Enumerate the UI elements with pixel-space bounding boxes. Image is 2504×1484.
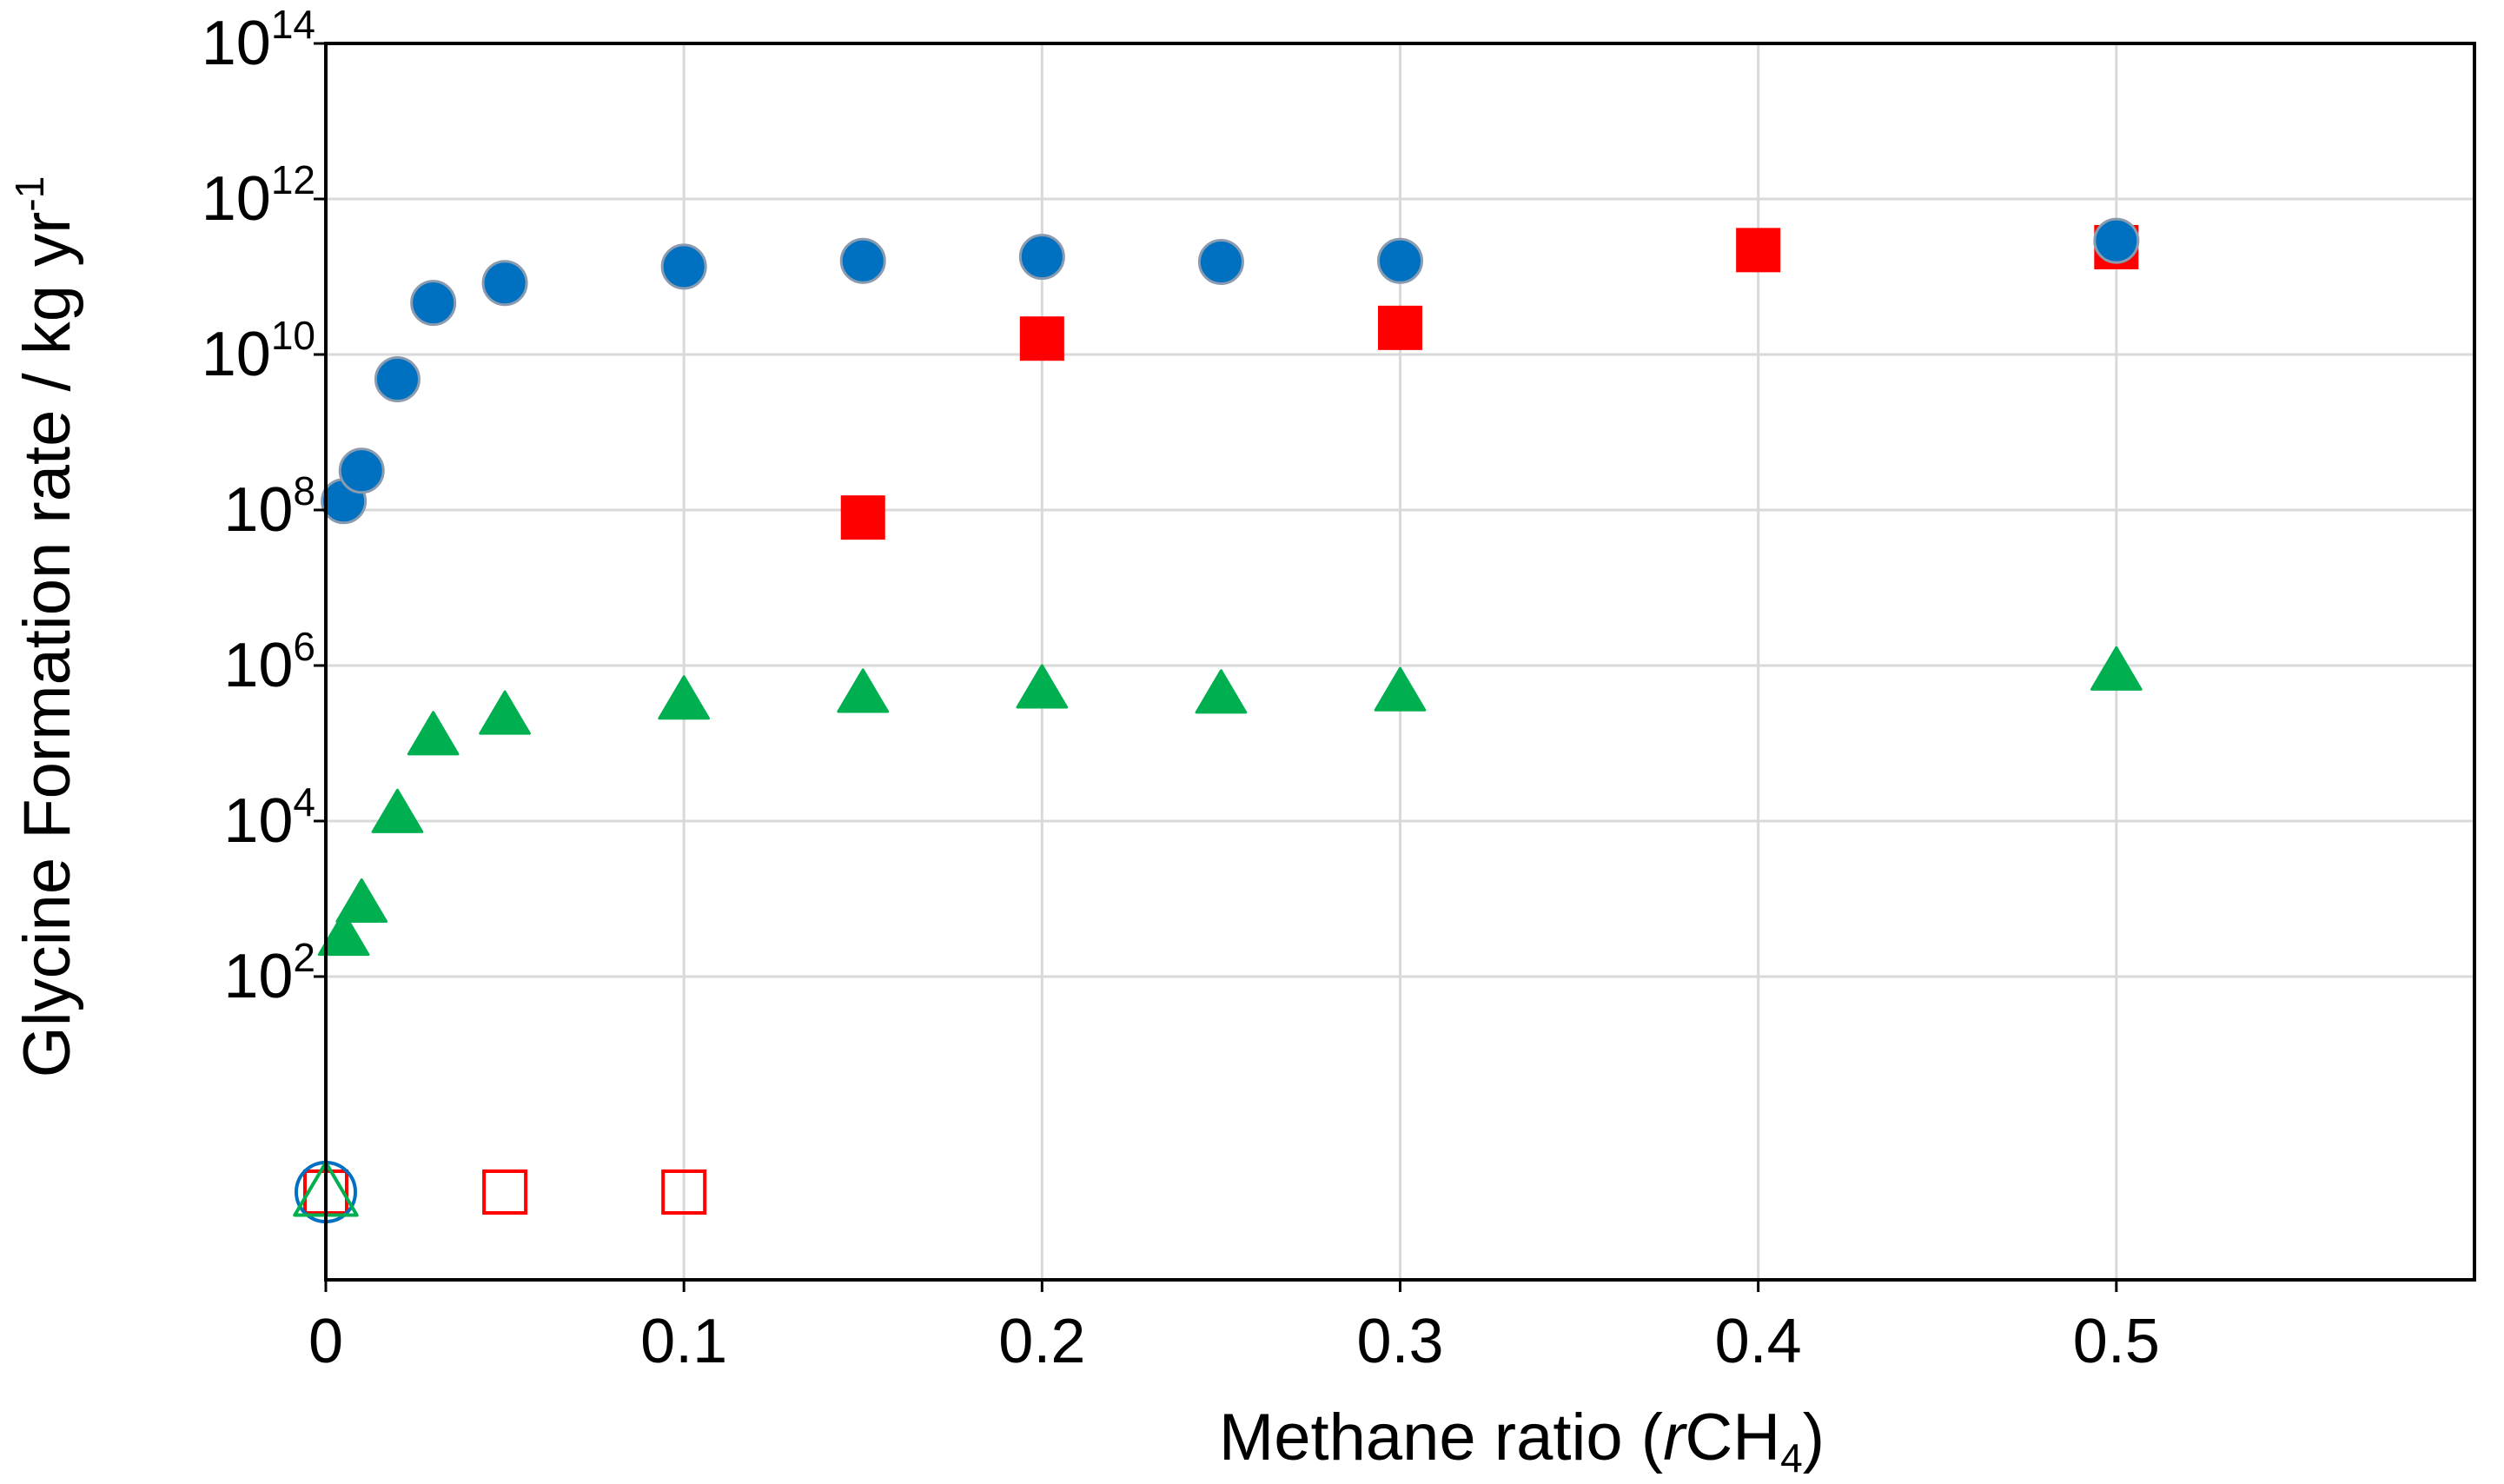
square-point <box>1736 228 1781 273</box>
x-tick-label: 0.3 <box>1356 1307 1443 1376</box>
triangle-point <box>317 911 370 957</box>
y-axis-title: Glycine Formation rate / kg yr-1 <box>7 176 84 1078</box>
y-tick-label: 1010 <box>202 313 315 389</box>
triangle-point <box>837 668 890 713</box>
series-triangle-filled <box>317 646 2143 957</box>
x-axis-title-species: CH <box>1685 1401 1780 1474</box>
circle-point <box>374 356 421 403</box>
x-tick-labels: 0 0.1 0.2 0.3 0.4 0.5 <box>308 1307 2160 1376</box>
x-tick-label: 0.5 <box>2073 1307 2160 1376</box>
square-point <box>1019 316 1064 361</box>
y-tick-label: 108 <box>223 468 315 545</box>
triangle-point <box>658 675 711 720</box>
triangle-point <box>335 878 388 923</box>
circle-point <box>839 237 886 284</box>
square-point <box>1378 305 1422 350</box>
x-tick-label: 0.2 <box>998 1307 1085 1376</box>
y-tick-labels: 102 104 106 108 1010 1012 1014 <box>202 2 315 1011</box>
y-tick-label: 106 <box>223 624 315 700</box>
circle-point <box>338 447 385 494</box>
triangle-point <box>479 690 531 735</box>
circle-point <box>1197 238 1244 285</box>
y-axis-title-text: Glycine Formation rate / kg yr <box>10 212 84 1078</box>
x-tick-label: 0.1 <box>640 1307 727 1376</box>
triangle-point <box>407 711 460 756</box>
axis-ticks <box>314 42 2118 1292</box>
y-tick-label: 102 <box>223 935 315 1011</box>
triangle-point <box>1195 669 1248 714</box>
circle-point <box>1018 234 1065 281</box>
x-axis-title-italic: r <box>1663 1401 1687 1474</box>
square-point <box>482 1169 528 1215</box>
x-axis-title-close: ) <box>1803 1401 1825 1474</box>
x-axis-title-text: Methane ratio ( <box>1219 1401 1663 1474</box>
triangle-point <box>1374 666 1427 712</box>
y-axis-title-superscript: -1 <box>7 176 52 212</box>
circle-point <box>660 243 707 290</box>
y-tick-label: 1012 <box>202 157 315 234</box>
triangle-point <box>371 788 424 833</box>
circle-point <box>410 280 457 327</box>
circle-point <box>2093 217 2140 264</box>
square-point <box>840 495 885 540</box>
x-axis-title: Methane ratio (rCH4) <box>1219 1401 1825 1481</box>
circle-point <box>1377 237 1423 284</box>
triangle-point <box>2090 646 2143 691</box>
y-tick-label: 104 <box>223 779 315 856</box>
x-tick-label: 0 <box>308 1307 343 1376</box>
series-circle-filled <box>321 217 2140 525</box>
x-axis-title-subscript: 4 <box>1780 1435 1803 1481</box>
data-markers <box>293 217 2143 1223</box>
x-tick-label: 0.4 <box>1715 1307 1802 1376</box>
triangle-point <box>1016 664 1069 709</box>
circle-point <box>481 260 528 307</box>
y-tick-label: 1014 <box>202 2 315 78</box>
square-point <box>661 1169 707 1215</box>
